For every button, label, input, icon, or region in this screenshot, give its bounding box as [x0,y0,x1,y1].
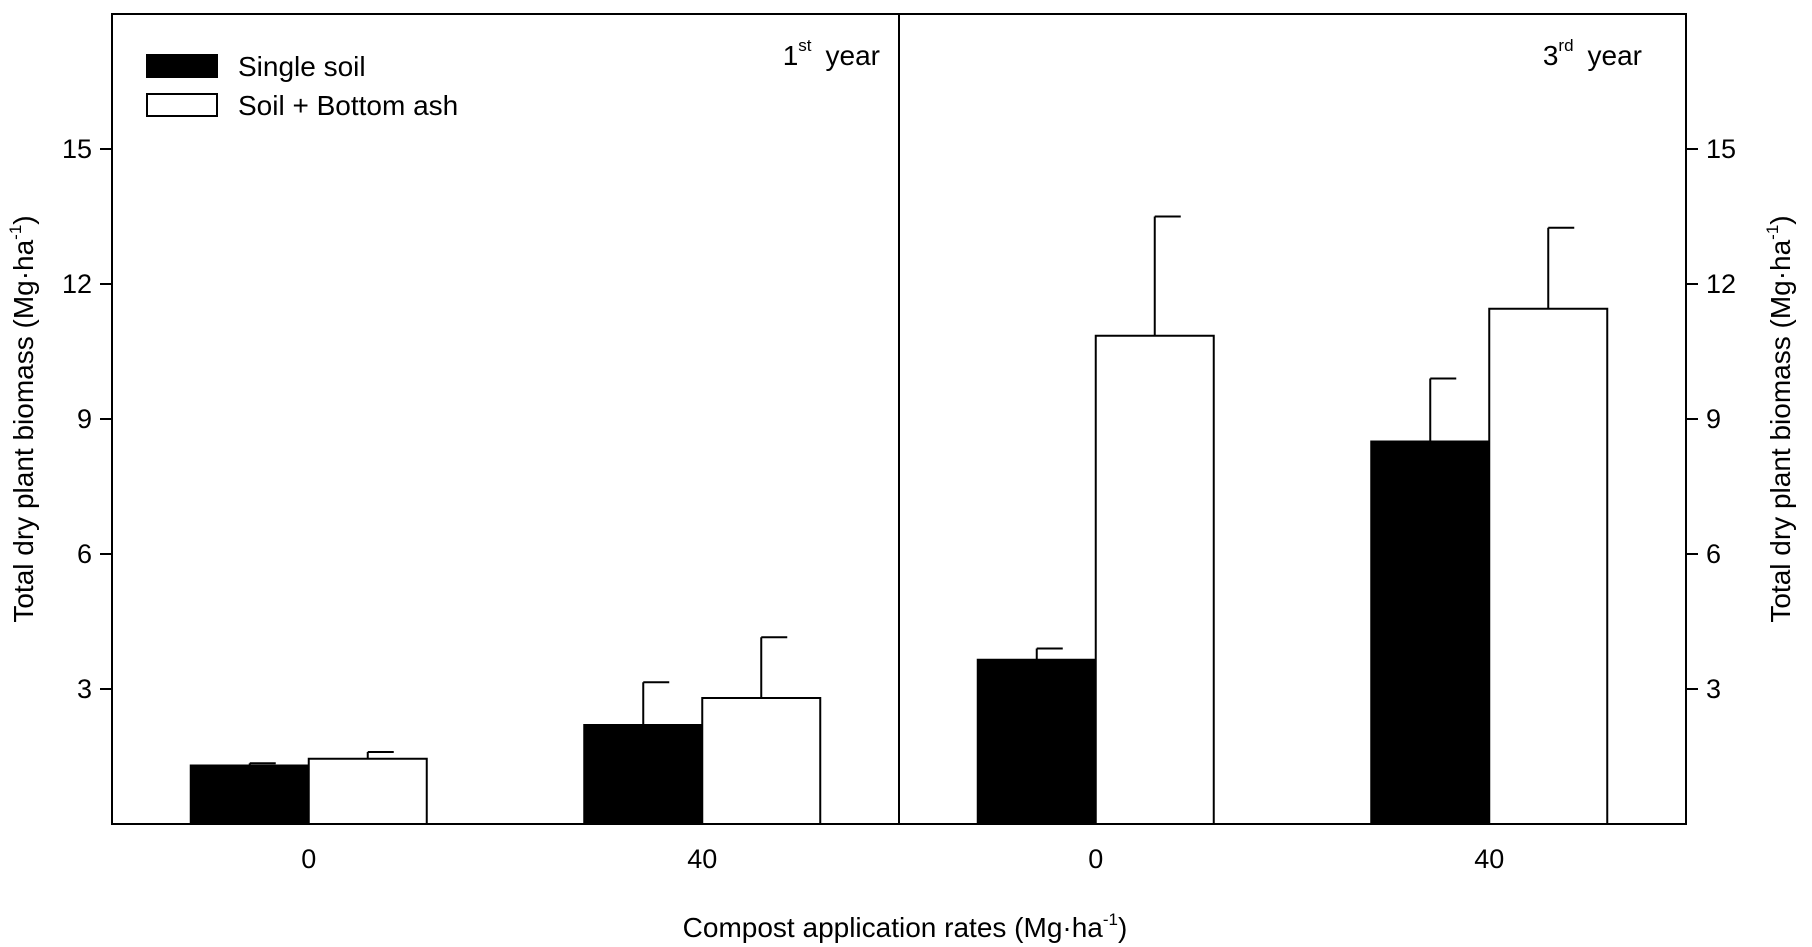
panel-1-marks: 3 6 9 12 15 0 40 [62,134,822,874]
x-axis-title: Compost application rates (Mg·ha-1) [683,910,1128,943]
y-tick-label-right: 15 [1706,134,1736,164]
y-tick-label-right: 12 [1706,269,1736,299]
y-tick-label-left: 3 [77,674,92,704]
y-tick-label-left: 6 [77,539,92,569]
panel-2-label: 3rd year [1543,36,1642,71]
bar-single-soil-40 [1370,440,1491,825]
y-axis-title-left: Total dry plant biomass (Mg·ha-1) [6,215,39,622]
bar-soil-bottom-ash-40 [1488,307,1609,825]
x-tick-label: 40 [687,844,717,874]
y-tick-label-left: 9 [77,404,92,434]
y-axis-title-right: Total dry plant biomass (Mg·ha-1) [1763,215,1796,622]
y-tick-label-left: 15 [62,134,92,164]
legend-label-single-soil: Single soil [238,51,366,82]
bar-soil-bottom-ash-0 [307,757,428,825]
y-tick-label-right: 3 [1706,674,1721,704]
y-tick-label-right: 9 [1706,404,1721,434]
y-tick-label-left: 12 [62,269,92,299]
legend: Single soil Soil + Bottom ash [146,51,458,121]
bar-soil-bottom-ash-0 [1094,334,1215,825]
legend-swatch-soil-bottom-ash [146,93,218,117]
y-tick-label-right: 6 [1706,539,1721,569]
panel-2-marks: 3 6 9 12 15 0 40 [976,134,1736,874]
panel-1-label: 1st year [783,36,880,71]
x-tick-label: 0 [301,844,316,874]
legend-swatch-single-soil [146,54,218,78]
bar-single-soil-40 [583,724,704,825]
bar-soil-bottom-ash-40 [701,697,822,825]
bar-single-soil-0 [976,658,1097,825]
x-tick-label: 40 [1474,844,1504,874]
legend-label-soil-bottom-ash: Soil + Bottom ash [238,90,458,121]
bar-single-soil-0 [189,764,310,825]
x-tick-label: 0 [1088,844,1103,874]
